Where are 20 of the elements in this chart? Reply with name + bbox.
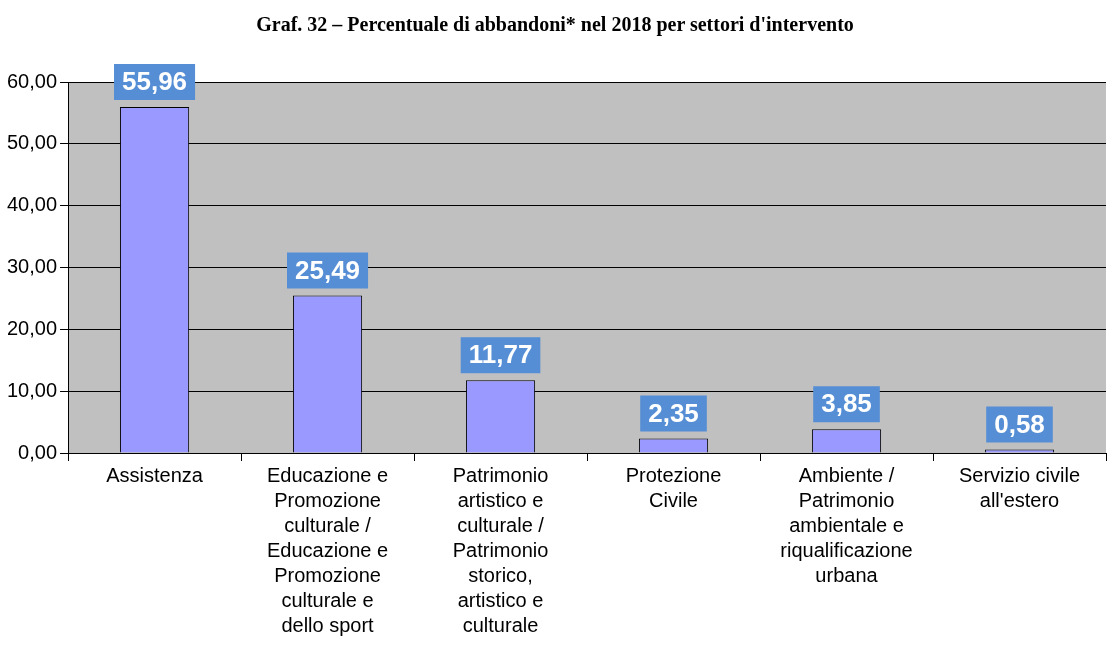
data-label: 25,49 xyxy=(295,254,361,285)
data-label: 0,58 xyxy=(994,408,1045,439)
y-tick-label: 40,00 xyxy=(6,193,58,216)
x-tick-label: Educazione e Promozione culturale / Educazione e Promozione culturale e dello sport xyxy=(266,464,389,637)
y-tick-label: 20,00 xyxy=(6,316,58,339)
y-tick-label: 10,00 xyxy=(6,378,58,401)
data-label: 55,96 xyxy=(122,66,188,97)
x-tick-label: Ambiente / Patrimonio ambientale e riqualificazione urbana xyxy=(780,464,913,587)
y-tick-label: 0,00 xyxy=(18,440,58,463)
chart-title: Graf. 32 – Percentuale di abbandoni* nel 2018 per settori d'intervento xyxy=(256,13,854,37)
x-tick-label: Assistenza xyxy=(106,464,204,487)
x-tick-label: Protezione Civile xyxy=(625,464,722,512)
y-tick-label: 50,00 xyxy=(6,131,58,154)
y-tick-label: 30,00 xyxy=(6,255,58,278)
x-tick-label: Patrimonio artistico e culturale / Patrimonio storico, artistico e culturale xyxy=(452,464,549,637)
x-tick-label: Servizio civile all'estero xyxy=(958,464,1081,512)
data-label: 3,85 xyxy=(821,388,872,419)
data-label: 11,77 xyxy=(468,339,533,370)
data-label: 2,35 xyxy=(648,397,699,428)
y-tick-label: 60,00 xyxy=(6,69,58,92)
